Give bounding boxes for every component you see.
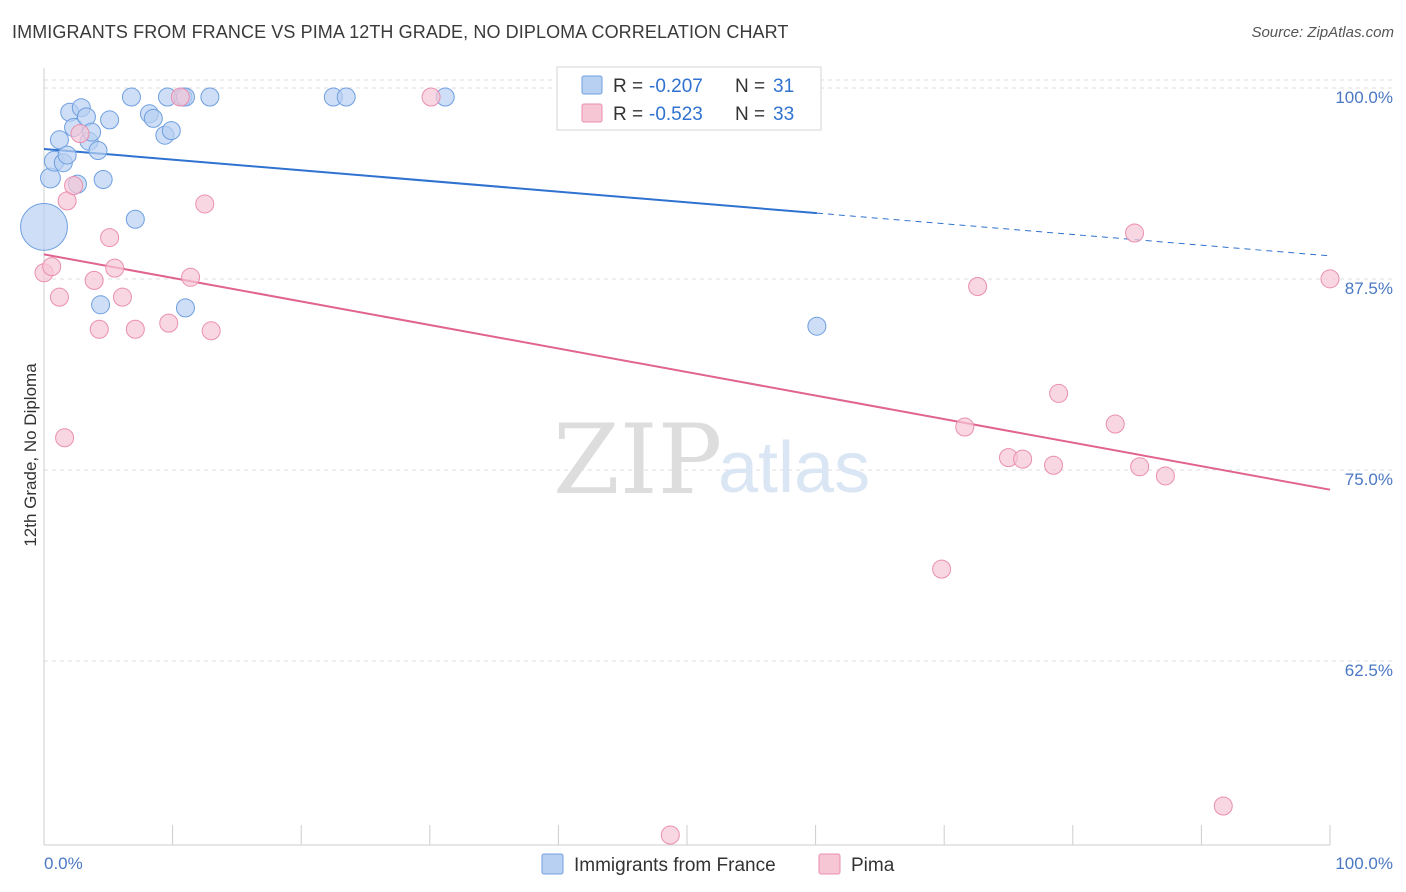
stats-n-value-france: 31 [773, 76, 794, 97]
watermark-atlas: atlas [718, 428, 870, 508]
trend-line-pima [43, 253, 1331, 491]
data-point-pima [49, 287, 69, 307]
data-point-france [336, 87, 356, 107]
x-tick-label-min: 0.0% [44, 854, 83, 873]
data-point-pima [181, 267, 201, 287]
data-point-france [57, 145, 77, 165]
data-point-france [100, 110, 120, 130]
data-point-pima [1105, 414, 1125, 434]
data-point-pima [70, 124, 90, 144]
trend-lines [43, 147, 1331, 491]
data-point-pima [159, 313, 179, 333]
data-point-pima [1125, 223, 1145, 243]
watermark-zip: ZIP [553, 404, 722, 516]
data-point-pima [1049, 383, 1069, 403]
data-point-france [93, 170, 113, 190]
data-point-pima [968, 276, 988, 296]
data-point-france [20, 202, 68, 251]
data-point-pima [1155, 466, 1175, 486]
x-ticks [43, 825, 1331, 845]
trend-line-france [43, 147, 817, 215]
data-point-pima [105, 258, 125, 278]
stats-r-value-france: -0.207 [649, 76, 703, 97]
data-point-pima [955, 417, 975, 437]
data-point-pima [195, 194, 215, 214]
y-tick-label: 62.5% [1345, 661, 1393, 680]
data-point-pima [1130, 457, 1150, 477]
stats-n-label-pima: N = [735, 104, 765, 125]
data-point-pima [55, 428, 75, 448]
series-legend: Immigrants from France Pima [541, 853, 895, 876]
data-point-france [161, 121, 181, 141]
data-point-pima [1044, 455, 1064, 475]
stats-r-label-france: R = [613, 76, 643, 97]
data-point-france [49, 130, 69, 150]
data-point-pima [1320, 269, 1340, 289]
legend-swatch-pima [818, 853, 841, 875]
watermark: ZIP atlas [553, 404, 870, 516]
data-point-pima [660, 825, 680, 845]
y-tick-label: 87.5% [1345, 279, 1393, 298]
chart-title: IMMIGRANTS FROM FRANCE VS PIMA 12TH GRAD… [12, 22, 789, 42]
data-point-pima [421, 87, 441, 107]
data-point-pima [932, 559, 952, 579]
data-point-france [91, 295, 111, 315]
stats-r-label-pima: R = [613, 104, 643, 125]
data-point-france [125, 209, 145, 229]
x-tick-labels: 0.0% 100.0% [44, 854, 1393, 873]
data-point-pima [100, 228, 120, 248]
y-tick-label: 75.0% [1345, 470, 1393, 489]
legend-label-pima: Pima [851, 855, 895, 876]
legend-swatch-france [541, 853, 564, 875]
data-point-pima [112, 287, 132, 307]
data-point-pima [1213, 796, 1233, 816]
y-tick-labels: 100.0% 87.5% 75.0% 62.5% [1335, 88, 1393, 680]
data-point-france [175, 298, 195, 318]
stats-n-label-france: N = [735, 76, 765, 97]
stats-swatch-france [581, 75, 603, 95]
stats-r-value-pima: -0.523 [649, 104, 703, 125]
data-point-france [143, 108, 163, 128]
data-point-france [200, 87, 220, 107]
data-point-pima [125, 319, 145, 339]
data-point-pima [64, 176, 84, 196]
data-point-pima [84, 270, 104, 290]
stats-swatch-pima [581, 103, 603, 123]
y-tick-label: 100.0% [1335, 88, 1393, 107]
gridlines [44, 79, 1393, 662]
chart-source: Source: ZipAtlas.com [1251, 24, 1394, 41]
data-point-france [121, 87, 141, 107]
x-tick-label-max: 100.0% [1335, 854, 1393, 873]
legend-label-france: Immigrants from France [574, 855, 776, 876]
data-point-pima [42, 257, 62, 277]
data-points [20, 87, 1340, 845]
data-point-pima [89, 319, 109, 339]
data-point-france [807, 316, 827, 336]
stats-legend: R = -0.207 N = 31 R = -0.523 N = 33 [556, 66, 822, 131]
data-point-pima [1013, 449, 1033, 469]
data-point-pima [201, 321, 221, 341]
trend-line-extension-france [816, 212, 1331, 257]
data-point-france [88, 140, 108, 160]
stats-n-value-pima: 33 [773, 104, 794, 125]
data-point-pima [170, 87, 190, 107]
